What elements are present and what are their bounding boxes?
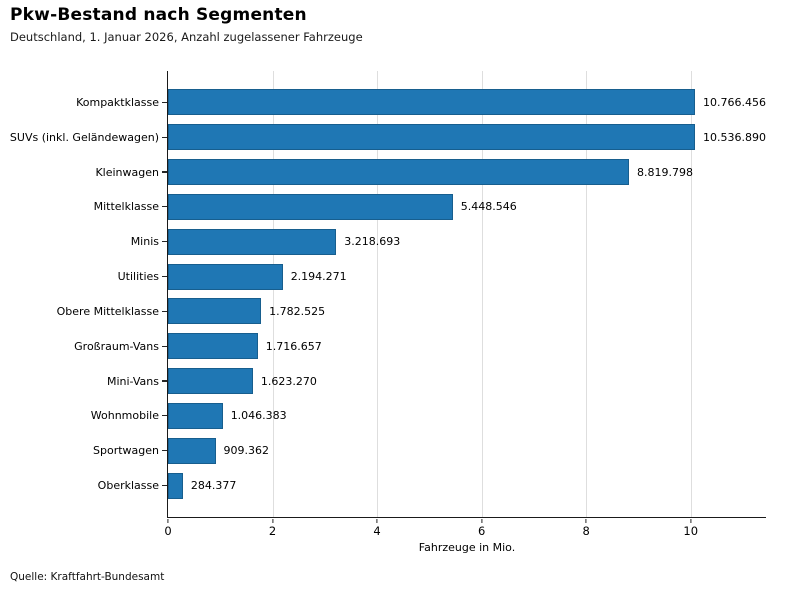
chart-title: Pkw-Bestand nach Segmenten — [10, 5, 307, 25]
bar-row: Wohnmobile 1.046.383 — [91, 398, 766, 433]
category-label: Minis — [130, 235, 159, 249]
category-label: Obere Mittelklasse — [56, 304, 159, 318]
x-tick-label: 4 — [373, 524, 381, 538]
x-axis-label: Fahrzeuge in Mio. — [418, 541, 516, 554]
chart-subtitle: Deutschland, 1. Januar 2026, Anzahl zuge… — [10, 30, 363, 44]
category-label: Sportwagen — [93, 444, 159, 458]
plot-area: Kompaktklasse 10.766.456 SUVs (inkl. Gelän… — [10, 71, 766, 554]
bar-1 — [168, 124, 696, 151]
bar-4 — [168, 228, 337, 255]
gridline-x-4 — [377, 71, 379, 517]
gridline-x-10 — [690, 71, 692, 517]
y-tick-mark — [161, 101, 167, 103]
category-label: Utilities — [117, 270, 159, 284]
value-label: 10.536.890 — [703, 130, 766, 144]
category-label: Oberklasse — [97, 479, 159, 493]
bar-row: Oberklasse 284.377 — [98, 468, 766, 503]
category-label: Kompaktklasse — [76, 95, 159, 109]
value-label: 2.194.271 — [290, 270, 347, 284]
bar-row: Obere Mittelklasse 1.782.525 — [57, 294, 766, 329]
gridline-x-2 — [272, 71, 274, 517]
category-label: Großraum-Vans — [74, 339, 159, 353]
category-label: Wohnmobile — [90, 409, 159, 423]
x-tick-mark — [481, 518, 483, 523]
y-tick-mark — [161, 171, 167, 173]
value-label: 8.819.798 — [637, 165, 694, 179]
source-note: Quelle: Kraftfahrt-Bundesamt — [10, 571, 165, 583]
y-tick-mark — [161, 136, 167, 138]
x-tick-mark — [585, 518, 587, 523]
bar-2 — [168, 159, 630, 186]
bar-row: Mittelklasse 5.448.546 — [94, 189, 766, 224]
bar-7 — [168, 333, 258, 360]
gridlines — [168, 71, 766, 517]
y-tick-mark — [161, 206, 167, 208]
y-tick-mark — [161, 345, 167, 347]
x-tick-mark — [167, 518, 169, 523]
value-label: 5.448.546 — [460, 200, 517, 214]
category-label: SUVs (inkl. Geländewagen) — [9, 130, 159, 144]
gridline-x-6 — [481, 71, 483, 517]
y-tick-mark — [161, 484, 167, 487]
value-label: 1.623.270 — [260, 374, 317, 388]
bar-8 — [168, 368, 253, 395]
bar-11 — [168, 472, 183, 499]
bar-row: Kleinwagen 8.819.798 — [95, 155, 766, 190]
x-tick-mark — [376, 518, 378, 523]
bar-10 — [168, 437, 216, 464]
value-label: 909.362 — [223, 444, 270, 458]
value-label: 1.782.525 — [269, 304, 326, 318]
bar-rows: Kompaktklasse 10.766.456 SUVs (inkl. Gelän… — [10, 71, 766, 517]
y-tick-mark — [161, 310, 167, 312]
y-tick-mark — [161, 450, 167, 452]
bar-6 — [168, 298, 262, 325]
y-tick-mark — [161, 415, 167, 417]
category-label: Mittelklasse — [93, 200, 159, 214]
bar-row: SUVs (inkl. Geländewagen) 10.536.890 — [10, 120, 766, 155]
bar-row: Mini-Vans 1.623.270 — [107, 364, 766, 399]
x-tick-label: 2 — [268, 524, 277, 538]
value-label: 3.218.693 — [344, 235, 401, 249]
gridline-x-8 — [586, 71, 588, 517]
bar-row: Großraum-Vans 1.716.657 — [74, 329, 766, 364]
bar-9 — [168, 402, 223, 429]
bar-row: Kompaktklasse 10.766.456 — [76, 85, 766, 120]
category-label: Mini-Vans — [106, 374, 159, 388]
x-tick-mark — [271, 518, 274, 523]
bar-row: Minis 3.218.693 — [131, 224, 766, 259]
category-label: Kleinwagen — [95, 165, 159, 179]
x-tick-mark — [690, 518, 692, 523]
y-tick-mark — [161, 241, 167, 243]
value-label: 10.766.456 — [703, 95, 766, 109]
value-label: 284.377 — [190, 479, 237, 493]
y-tick-mark — [161, 275, 167, 278]
value-label: 1.716.657 — [265, 339, 322, 353]
bar-3 — [168, 193, 453, 220]
y-tick-mark — [161, 380, 167, 382]
x-tick-label: 0 — [164, 524, 172, 538]
x-tick-label: 6 — [477, 524, 486, 538]
x-tick-label: 8 — [582, 524, 590, 538]
x-tick-label: 10 — [683, 524, 699, 538]
x-axis: 0 2 4 6 8 10 — [164, 517, 766, 547]
bar-row: Sportwagen 909.362 — [93, 433, 766, 468]
bar-row: Utilities 2.194.271 — [118, 259, 766, 294]
bar-0 — [168, 89, 696, 116]
bar-5 — [168, 263, 283, 290]
value-label: 1.046.383 — [230, 409, 287, 423]
